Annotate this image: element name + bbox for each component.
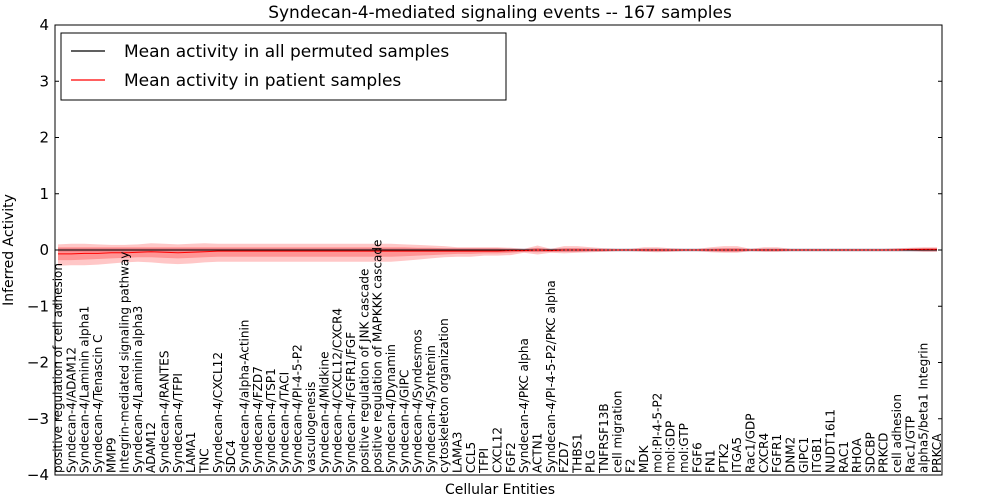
entity-label: SDC4 [224,440,238,473]
entity-label: FGF6 [690,442,704,473]
y-tick-label: −4 [27,466,49,484]
entity-label: FGF2 [504,442,518,473]
entity-label: Syndecan-4/RANTES [158,351,172,473]
legend: Mean activity in all permuted samples Me… [60,32,507,101]
entity-label: cytoskeleton organization [437,318,451,473]
entity-label: Syndecan-4/Midkine [317,352,331,473]
y-axis-label: Inferred Activity [1,194,17,306]
entity-label: THBS1 [570,433,584,474]
entity-label: Syndecan-4/CXCL12/CXCR4 [331,308,345,473]
entity-label: LAMA3 [451,432,465,473]
entity-label: FGFR1 [770,434,784,473]
entity-label: PRKCD [877,433,891,473]
entity-label: Syndecan-4/TFPI [171,373,185,473]
entity-label: GIPC1 [797,437,811,473]
entity-label: ACTN1 [531,433,545,473]
entity-label: Syndecan-4/Syndesmos [411,329,425,473]
entity-label: TNFRSF13B [597,403,611,474]
entity-label: Syndecan-4/PI-4-5-P2 [291,344,305,473]
entity-label: Syndecan-4/alpha-Actinin [238,320,252,473]
entity-label: Syndecan-4/Laminin alpha1 [78,306,92,473]
entity-label: ADAM12 [144,422,158,473]
entity-label: PTK2 [717,443,731,473]
entity-label: Syndecan-4/PKC alpha [517,338,531,473]
entity-label: CCL5 [464,442,478,473]
entity-label: Syndecan-4/TACI [277,372,291,473]
y-axis: −4 −3 −2 −1 0 1 2 3 4 [27,16,942,484]
entity-label: Syndecan-4/Dynamin [384,344,398,473]
entity-label: LAMA1 [184,432,198,473]
entity-label: TNC [198,448,212,474]
entity-label: cell migration [610,391,624,473]
patient-outer-band [58,243,937,266]
entity-label: PRKCA [930,433,944,473]
entity-label: positive regulation of JNK cascade [357,269,371,473]
entity-label: mol:GTP [677,423,691,473]
y-tick-label: −1 [27,297,49,315]
entity-label: Syndecan-4/ADAM12 [64,347,78,473]
entity-label: SDCBP [863,432,877,473]
entity-label: Syndecan-4/GIPC [397,370,411,473]
entity-label: DNM2 [784,437,798,473]
entity-label: vasculogenesis [304,382,318,473]
entity-label: mol:GDP [664,421,678,473]
legend-label-patient: Mean activity in patient samples [124,71,401,91]
entity-label: FZD7 [557,441,571,473]
entity-label: Rac1/GDP [744,414,758,473]
entity-label: Rac1/GTP [903,416,917,473]
entity-label: Syndecan-4/Tenascin C [91,334,105,473]
y-tick-label: 3 [39,72,49,90]
entity-label: Syndecan-4/CXCL12 [211,352,225,473]
chart-title: Syndecan-4-mediated signaling events -- … [268,3,732,23]
entity-label: F2 [624,458,638,473]
entity-label: RHOA [850,437,864,473]
entity-label: Integrin-mediated signaling pathway [118,252,132,473]
y-tick-label: 4 [39,16,49,34]
entity-label: FN1 [704,449,718,473]
entity-label: MDK [637,444,651,473]
entity-label: positive regulation of MAPKKK cascade [371,240,385,473]
y-tick-label: 0 [39,241,49,259]
entity-label: Syndecan-4/PI-4-5-P2/PKC alpha [544,280,558,473]
entity-label: NUDT16L1 [824,409,838,473]
entity-label: Syndecan-4/FGFR1/FGF [344,332,358,473]
entity-label: Syndecan-4/Laminin alpha3 [131,306,145,473]
y-tick-label: 2 [39,129,49,147]
entity-label: PLG [584,450,598,473]
x-axis-label: Cellular Entities [445,482,555,498]
legend-label-permuted: Mean activity in all permuted samples [124,42,449,62]
entity-label: Syndecan-4/TSP1 [264,368,278,473]
entity-label: Syndecan-4/Syntenin [424,345,438,473]
y-tick-label: 1 [39,185,49,203]
entity-label: cell adhesion [890,394,904,473]
legend-box [60,32,507,101]
entity-labels: positive regulation of cell adhesion Synd… [51,240,944,474]
entity-label: RAC1 [837,441,851,473]
y-tick-label: −2 [27,354,49,372]
entity-label: mol:PI-4-5-P2 [650,393,664,473]
entity-label: ITGB1 [810,437,824,473]
entity-label: alpha5/beta1 Integrin [917,343,931,473]
entity-label: TFPI [477,448,491,474]
entity-label: Syndecan-4/FZD7 [251,366,265,473]
entity-label: MMP9 [104,437,118,473]
y-tick-label: −3 [27,410,49,428]
entity-label: positive regulation of cell adhesion [51,263,65,473]
entity-label: CXCL12 [491,427,505,473]
entity-label: CXCR4 [757,433,771,473]
series-line-patient [58,248,937,255]
entity-label: ITGA5 [730,437,744,473]
series-layer [55,248,942,255]
